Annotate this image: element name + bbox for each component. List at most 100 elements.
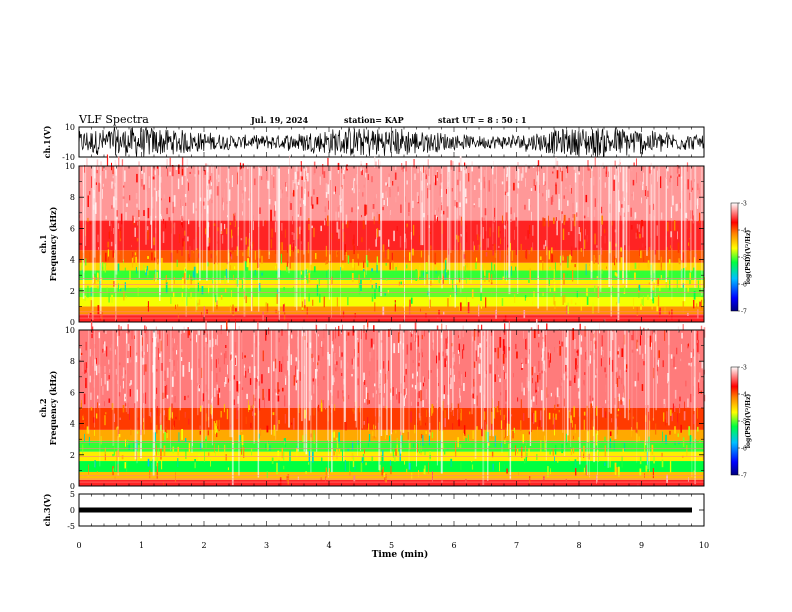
spectrogram-streak [205, 228, 207, 235]
spectrogram-streak [363, 269, 365, 272]
spectrogram-streak [336, 361, 338, 365]
spectrogram-streak [201, 169, 203, 173]
spectrogram-streak [528, 225, 531, 234]
spectrogram-streak [342, 310, 345, 319]
spectrogram-streak [156, 445, 157, 456]
spectrogram-streak [122, 367, 125, 379]
spectrogram-streak [647, 260, 650, 269]
spectrogram-streak [414, 173, 416, 180]
spectrogram-streak [236, 407, 238, 420]
spectrogram-streak [354, 349, 356, 357]
spectrogram-streak [414, 385, 417, 390]
spectrogram-white-streak [646, 330, 648, 465]
spectrogram-streak [243, 261, 245, 271]
spectrogram-streak [405, 363, 407, 369]
spectrogram-streak [465, 371, 466, 377]
spectrogram-streak [453, 354, 456, 362]
spectrogram-streak [445, 325, 447, 331]
spectrogram-streak [106, 346, 108, 357]
spectrogram-white-streak [303, 166, 305, 255]
spectrogram-streak [378, 286, 381, 293]
spectrogram-streak [318, 355, 320, 362]
spectrogram-streak [204, 330, 206, 334]
spectrogram-streak [254, 397, 256, 402]
spectrogram-streak [496, 365, 498, 371]
spectrogram-streak [373, 424, 375, 430]
spectrogram-streak [466, 225, 468, 230]
spectrogram-streak [313, 407, 315, 416]
spectrogram-white-streak [694, 166, 697, 288]
spectrogram-white-streak [276, 166, 278, 264]
spectrogram-streak [217, 334, 218, 346]
spectrogram-streak [153, 277, 155, 283]
spectrogram-streak [275, 423, 277, 430]
spectrogram-streak [424, 377, 426, 382]
spectrogram-streak [261, 374, 263, 384]
spectrogram-streak [657, 295, 660, 307]
spectrogram-streak [357, 357, 359, 367]
spectrogram-streak [472, 430, 474, 439]
spectrogram-streak [566, 273, 568, 276]
spectrogram-streak [241, 434, 244, 445]
spectrogram-streak [635, 428, 638, 433]
spectrogram-streak [150, 412, 152, 418]
spectrogram-streak [442, 441, 444, 450]
spectrogram-streak [439, 185, 442, 196]
spectrogram-streak [462, 349, 464, 359]
spectrogram-streak [485, 270, 487, 273]
spectrogram-white-streak [93, 166, 96, 258]
spectrogram-streak [300, 207, 302, 216]
spectrogram-streak [208, 179, 210, 184]
spectrogram-streak [262, 350, 264, 362]
spectrogram-streak [584, 239, 586, 249]
spectrogram-streak [699, 212, 701, 223]
spectrogram-streak [506, 181, 508, 194]
spectrogram-streak [201, 206, 203, 214]
spectrogram-streak [521, 363, 524, 368]
spectrogram-streak [94, 359, 96, 371]
spectrogram-streak [161, 257, 163, 264]
spectrogram-streak [283, 186, 284, 198]
spectrogram-streak [141, 337, 143, 346]
spectrogram-streak [367, 417, 369, 428]
spectrogram-streak [495, 309, 497, 319]
ch3-trace [79, 507, 692, 513]
spectrogram-streak [388, 177, 390, 187]
spectrogram-streak [538, 334, 540, 337]
spectrogram-streak [702, 361, 704, 370]
spectrogram-streak [430, 245, 432, 250]
spectrogram-streak [156, 469, 158, 479]
spectrogram-streak [287, 360, 289, 371]
spectrogram-white-streak [179, 330, 181, 411]
spectrogram-white-streak [691, 330, 693, 478]
spectrogram-white-streak [436, 330, 438, 466]
spectrogram-streak [281, 242, 283, 251]
spectrogram-white-streak [331, 330, 333, 473]
spectrogram-streak [577, 349, 579, 356]
spectrogram-streak [666, 222, 669, 232]
spectrogram-streak [443, 311, 445, 315]
spectrogram-streak [697, 331, 699, 341]
spectrogram-streak [605, 166, 607, 174]
spectrogram-streak [459, 330, 461, 340]
spectrogram-streak [295, 248, 296, 258]
spectrogram-streak [111, 181, 113, 189]
spectrogram-streak [327, 215, 329, 226]
spectrogram-streak [589, 355, 591, 364]
spectrogram-streak [104, 262, 106, 273]
spectrogram-streak [429, 231, 431, 234]
spectrogram-streak [440, 213, 442, 217]
spectrogram-streak [695, 278, 697, 288]
spectrogram-streak [90, 287, 92, 296]
spectrogram-streak [531, 412, 534, 422]
spectrogram-streak [347, 332, 350, 336]
spectrogram-streak [251, 354, 253, 357]
spectrogram-streak [359, 405, 361, 413]
y-axis-label: Frequency (kHz) [48, 206, 58, 281]
spectrogram-streak [465, 478, 467, 483]
spectrogram-streak [498, 245, 500, 248]
spectrogram-streak [252, 408, 253, 412]
spectrogram-streak [562, 295, 564, 305]
spectrogram-streak [339, 195, 341, 206]
spectrogram-streak [120, 227, 122, 239]
